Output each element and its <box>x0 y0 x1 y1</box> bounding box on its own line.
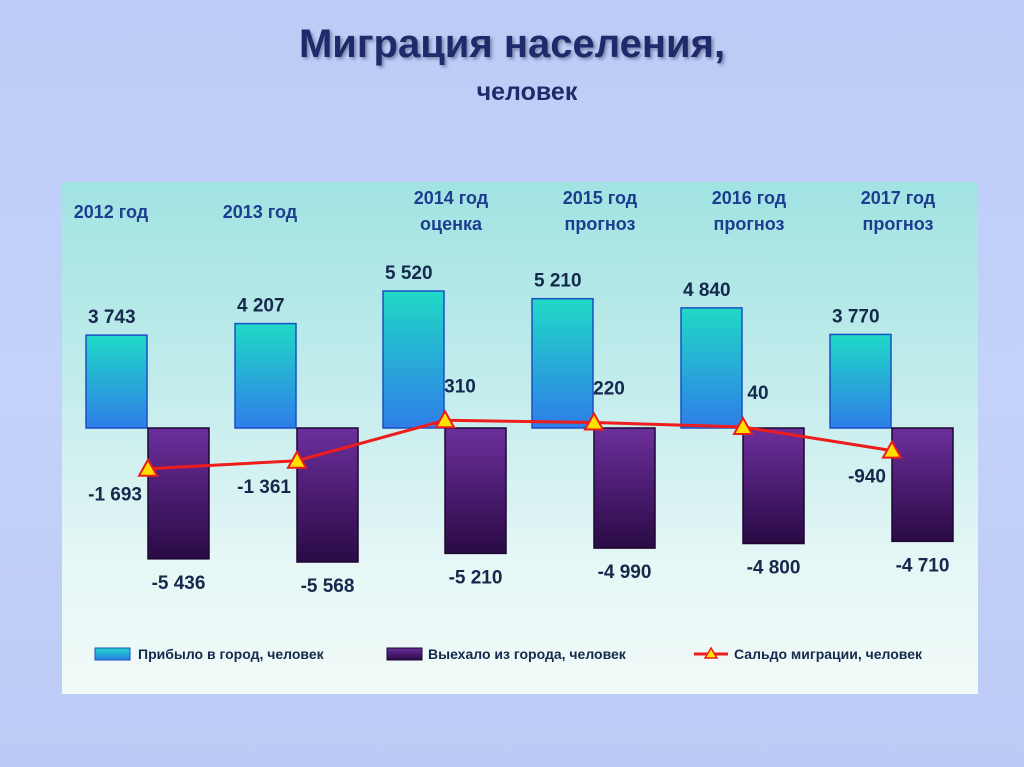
page-title: Миграция населения, <box>298 22 726 66</box>
label-departed: -5 568 <box>301 576 355 597</box>
bar-arrived <box>829 333 892 429</box>
bar-departed <box>444 427 507 555</box>
legend-swatch-departed <box>386 647 423 661</box>
bar-arrived <box>680 307 743 429</box>
label-arrived: 5 520 <box>385 263 433 284</box>
bar-arrived <box>531 297 594 429</box>
bar-departed <box>296 427 359 563</box>
label-saldo: -940 <box>848 467 886 488</box>
bar-departed <box>891 427 954 543</box>
bar-departed <box>742 427 805 545</box>
bar-departed <box>593 427 656 549</box>
legend-label-arrived: Прибыло в город, человек <box>138 646 325 662</box>
page-subtitle: человек <box>476 78 578 106</box>
label-saldo: -1 361 <box>237 477 291 498</box>
bar-departed <box>147 427 210 560</box>
legend-swatch-arrived <box>94 647 131 661</box>
saldo-marker <box>434 409 456 429</box>
migration-chart: 2012 год 2013 год 2014 год оценка 2015 год пр… <box>62 182 978 694</box>
category-label: 2012 год <box>74 202 149 222</box>
label-arrived: 3 743 <box>88 307 136 328</box>
label-arrived: 3 770 <box>832 306 880 327</box>
saldo-line <box>147 418 893 471</box>
saldo-marker <box>732 415 754 436</box>
label-arrived: 4 840 <box>683 280 731 301</box>
saldo-marker <box>881 439 903 459</box>
category-label: 2017 год прогноз <box>861 188 936 234</box>
saldo-marker <box>286 449 308 469</box>
label-arrived: 4 207 <box>237 296 285 317</box>
bar-arrived <box>85 334 148 429</box>
label-saldo: -1 693 <box>88 485 142 506</box>
label-departed: -4 990 <box>598 562 652 583</box>
saldo-marker <box>137 457 159 477</box>
label-saldo: 40 <box>747 383 768 404</box>
saldo-marker <box>583 411 605 431</box>
category-label: 2014 год оценка <box>414 188 489 234</box>
label-departed: -4 800 <box>747 558 801 579</box>
category-label: 2013 год <box>223 202 298 222</box>
label-departed: -4 710 <box>896 555 950 576</box>
legend-label-departed: Выехало из города, человек <box>428 646 627 662</box>
legend-marker-saldo <box>703 646 719 659</box>
label-departed: -5 436 <box>152 573 206 594</box>
bar-arrived <box>382 290 445 429</box>
legend-label-saldo: Сальдо миграции, человек <box>734 646 923 662</box>
category-label: 2016 год прогноз <box>712 188 787 234</box>
label-arrived: 5 210 <box>534 271 582 292</box>
chart-svg: 2012 год 2013 год 2014 год оценка 2015 год пр… <box>74 188 954 662</box>
label-saldo: 310 <box>444 376 476 397</box>
label-departed: -5 210 <box>449 567 503 588</box>
category-label: 2015 год прогноз <box>563 188 638 234</box>
label-saldo: 220 <box>593 379 625 400</box>
bar-arrived <box>234 322 297 429</box>
